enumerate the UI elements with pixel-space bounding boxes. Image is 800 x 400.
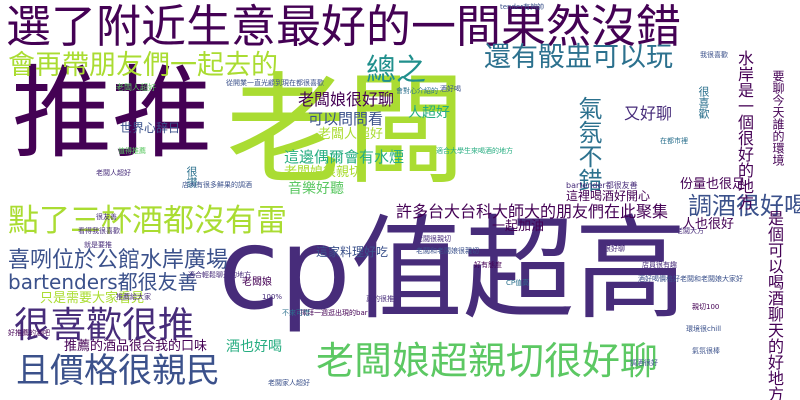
word-chill: 環境很chill	[686, 325, 722, 333]
word-worth: 值得推薦	[118, 147, 146, 155]
word-atmosphere: 氣氛不錯	[574, 96, 602, 192]
word-top-sentence: 選了附近生意最好的一間果然沒錯	[6, 0, 682, 53]
word-boss-generous: 老闆大方	[676, 227, 704, 235]
word-fruit-cocktail: 店內有很多鮮果的調酒	[182, 181, 252, 189]
word-tuitui: 推推	[12, 55, 212, 172]
word-since-opening: 從開業一直光顧到現在都很喜歡	[226, 79, 324, 87]
word-staff-fun: 店員很有趣	[642, 261, 677, 269]
word-be-seen: 只是需要大家看見	[40, 291, 145, 306]
word-city: 在都市裡	[660, 137, 688, 145]
word-students: 許多台大台科大師大的朋友們在此聚集	[396, 202, 669, 221]
word-boss-nice-small: 老闆人超好	[116, 83, 156, 92]
word-percent: 100%	[262, 293, 283, 301]
word-cocktail-good: 調酒很好喝	[688, 192, 800, 220]
word-waterfront: 水岸是一個很好的地方	[735, 50, 754, 210]
word-pity: 不來可惜	[282, 309, 310, 317]
word-good-chat-small: 很好聊	[604, 245, 625, 253]
word-bartender-small: bartender都很友善	[566, 181, 638, 190]
word-really-recommend: 真的很推	[366, 295, 394, 303]
word-boss-nice-2: 老闆人超好	[96, 169, 131, 177]
word-drink-also-good: 酒也好喝	[226, 339, 282, 355]
word-also-nice: 人也很好	[682, 217, 735, 232]
word-recommend-all: 推薦給大家	[116, 293, 151, 301]
word-boss-kind-small: 老闆很親切	[416, 235, 451, 243]
word-long-small: 酒好喝價格好老闆和老闆娘大家好	[638, 275, 743, 283]
word-couple-kind: 老闆和老闆娘很親切	[416, 247, 479, 255]
word-three-drinks: 點了三杯酒都沒有雷	[8, 203, 287, 239]
word-food-good: 這家料理好吃	[316, 245, 389, 259]
word-family-nice: 老闆家人超好	[268, 379, 310, 387]
word-bring-friends: 會再帶朋友們一起去的	[8, 50, 278, 81]
word-portion: 份量也很足	[680, 177, 746, 192]
word-laoban: 老闆	[226, 62, 466, 201]
word-price-friendly: 且價格很親民	[16, 351, 220, 391]
word-see-like: 看得我很喜歡	[78, 227, 120, 235]
word-boss-lady-kind: 老闆娘很親切	[284, 165, 363, 180]
word-good-drink-small: 酒好喝	[440, 85, 461, 93]
word-can-ask: 可以問問看	[308, 110, 384, 128]
word-kind100: 親切100	[692, 303, 720, 311]
word-chat-today: 要聊今天誰的環境	[771, 70, 785, 166]
word-boss-lady-chat: 老闆娘超親切很好聊	[316, 339, 659, 383]
word-music: 音樂好聽	[288, 181, 344, 197]
word-friendly-small: 很友善	[96, 213, 117, 221]
word-boss-nice: 老闆人超好	[318, 127, 384, 142]
word-student-place: 適合大學生來喝酒的地方	[436, 147, 513, 155]
word-i-like: 我很喜歡	[700, 51, 728, 59]
word-world-heart: 世界心辞日	[120, 121, 181, 135]
word-attitude: 好有態度	[474, 261, 502, 269]
word-good-place-chat: 是個可以喝酒聊天的好地方	[765, 210, 784, 400]
word-vibe-small: 氣氛很棒	[692, 347, 720, 355]
word-introduce: 會對心介紹的	[396, 87, 438, 95]
word-also-chat: 又好聊	[624, 104, 673, 123]
word-dice: 還有骰盅可以玩	[484, 42, 673, 73]
word-cp-value: cp值超高	[218, 205, 687, 335]
word-relax-place: 適合輕鬆聊天的地方	[188, 271, 251, 279]
word-location: 喜咧位於公館水岸廣場	[8, 248, 229, 273]
word-happy-drink: 這裡喝酒好開心	[566, 189, 651, 203]
word-boss-lady-good-chat: 老闆娘很好聊	[298, 90, 395, 109]
word-boss-lady: 老闆娘	[242, 277, 272, 288]
word-tender: tender有夠帥	[500, 3, 545, 11]
word-shisha: 這邊偶爾會有水煙	[284, 148, 405, 166]
word-bartenders: bartenders都很友善	[8, 270, 198, 294]
word-drink-taste: 推薦的酒品很合我的口味	[64, 339, 208, 354]
word-cheer: 一起加油	[492, 219, 545, 234]
word-zongzhi: 總之	[366, 53, 426, 88]
word-must-push: 就是要推	[84, 241, 112, 249]
word-weekly-bar: 擇拜一週逛出現的bar	[300, 309, 368, 317]
word-great: 很讚	[185, 166, 198, 188]
word-cocktail-small: 調酒很好	[630, 359, 658, 367]
word-like: 很喜歡	[697, 86, 710, 119]
word-like-recommend: 很喜歡很推	[14, 305, 195, 346]
word-cp-small: CP值高	[506, 279, 530, 287]
word-good-bar: 好推薦的酒吧	[8, 329, 50, 337]
word-nice-person: 人超好	[408, 105, 450, 121]
